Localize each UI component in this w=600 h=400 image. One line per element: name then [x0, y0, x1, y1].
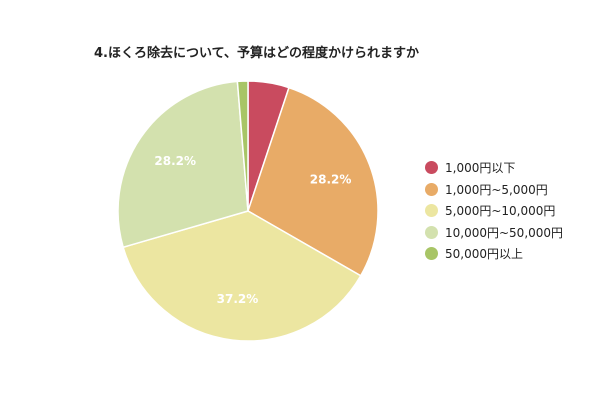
legend-swatch	[425, 225, 438, 239]
legend-label: 5,000円~10,000円	[445, 204, 556, 219]
legend-label: 50,000円以上	[445, 247, 523, 262]
slice-data-label: 37.2%	[217, 292, 259, 306]
legend-label: 1,000円~5,000円	[445, 182, 548, 197]
chart-title: 4.ほくろ除去について、予算はどの程度かけられますか	[94, 46, 419, 61]
legend-item: 1,000円以下	[425, 157, 563, 179]
legend: 1,000円以下 1,000円~5,000円 5,000円~10,000円 10,00…	[425, 157, 563, 265]
legend-item: 1,000円~5,000円	[425, 179, 563, 201]
legend-swatch	[425, 247, 438, 261]
legend-item: 5,000円~10,000円	[425, 200, 563, 222]
pie-slice	[247, 86, 379, 277]
legend-swatch	[425, 161, 438, 175]
pie-slice	[236, 80, 249, 212]
legend-item: 50,000円以上	[425, 243, 563, 265]
pie-slice	[117, 80, 249, 249]
legend-label: 1,000円以下	[445, 161, 516, 176]
legend-swatch	[425, 204, 438, 218]
legend-swatch	[425, 182, 438, 196]
slice-data-label: 28.2%	[154, 154, 196, 168]
legend-label: 10,000円~50,000円	[445, 225, 564, 240]
legend-item: 10,000円~50,000円	[425, 222, 563, 244]
slice-data-label: 28.2%	[310, 172, 352, 186]
pie-slice	[122, 210, 362, 342]
